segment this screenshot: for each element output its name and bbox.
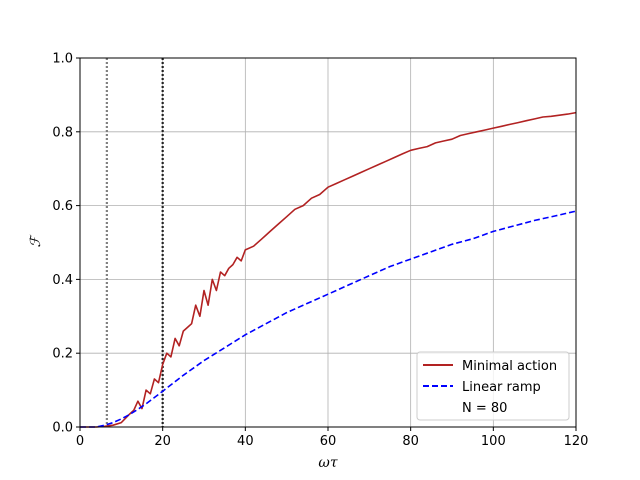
legend-box [416,351,570,421]
y-tick-label: 0.6 [52,199,73,214]
x-axis-label: ωτ [318,455,337,471]
x-tick-label: 20 [154,434,171,449]
vertical-markers [105,58,164,427]
y-tick-label: 0.4 [52,273,73,288]
y-axis-label: ℱ [28,234,44,248]
y-tick-label: 0.8 [52,125,73,140]
x-tick-label: 60 [320,434,337,449]
legend: Minimal action Linear ramp N = 80 [416,351,570,421]
y-axis-ticks: 0.0 0.2 0.4 0.6 0.8 1.0 [52,52,80,436]
x-tick-label: 100 [481,434,506,449]
series-line-minimal-action [80,111,577,428]
legend-note: N = 80 [462,401,507,416]
x-tick-label: 0 [76,434,84,449]
legend-label-linear-ramp: Linear ramp [462,380,541,395]
y-tick-label: 0.0 [52,421,73,436]
y-tick-label: 0.2 [52,347,73,362]
x-tick-label: 80 [402,434,419,449]
x-axis-ticks: 0 20 40 60 80 100 120 [76,427,589,449]
x-tick-label: 40 [237,434,254,449]
legend-label-minimal-action: Minimal action [462,359,557,374]
y-tick-label: 1.0 [52,52,73,67]
series-layer [80,111,577,428]
x-tick-label: 120 [564,434,589,449]
series-line-linear-ramp [80,210,577,428]
